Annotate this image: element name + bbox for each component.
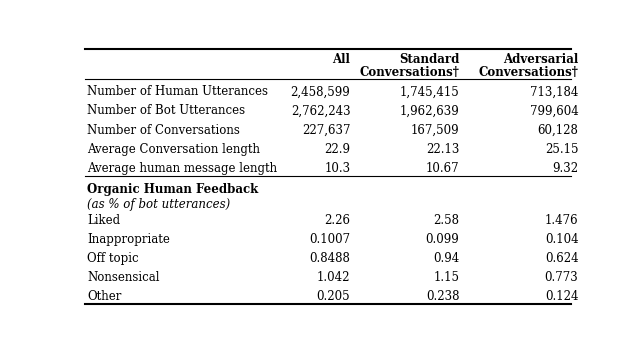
Text: 2,762,243: 2,762,243 — [291, 105, 350, 118]
Text: 0.8488: 0.8488 — [310, 252, 350, 265]
Text: 22.13: 22.13 — [426, 143, 460, 155]
Text: 1.15: 1.15 — [433, 271, 460, 284]
Text: Average human message length: Average human message length — [88, 162, 278, 175]
Text: 22.9: 22.9 — [324, 143, 350, 155]
Text: 713,184: 713,184 — [530, 85, 579, 98]
Text: 0.124: 0.124 — [545, 290, 579, 303]
Text: 9.32: 9.32 — [552, 162, 579, 175]
Text: 1.042: 1.042 — [317, 271, 350, 284]
Text: 0.238: 0.238 — [426, 290, 460, 303]
Text: Number of Human Utterances: Number of Human Utterances — [88, 85, 268, 98]
Text: 25.15: 25.15 — [545, 143, 579, 155]
Text: 0.624: 0.624 — [545, 252, 579, 265]
Text: 1.476: 1.476 — [545, 214, 579, 227]
Text: All: All — [332, 53, 350, 66]
Text: 0.773: 0.773 — [545, 271, 579, 284]
Text: Other: Other — [88, 290, 122, 303]
Text: Inappropriate: Inappropriate — [88, 233, 170, 246]
Text: 60,128: 60,128 — [538, 123, 579, 137]
Text: 0.104: 0.104 — [545, 233, 579, 246]
Text: Off topic: Off topic — [88, 252, 139, 265]
Text: (as % of bot utterances): (as % of bot utterances) — [88, 198, 230, 211]
Text: Organic Human Feedback: Organic Human Feedback — [88, 183, 259, 196]
Text: Standard: Standard — [399, 53, 460, 66]
Text: 2,458,599: 2,458,599 — [291, 85, 350, 98]
Text: Conversations†: Conversations† — [479, 66, 579, 78]
Text: 799,604: 799,604 — [530, 105, 579, 118]
Text: 0.205: 0.205 — [317, 290, 350, 303]
Text: Average Conversation length: Average Conversation length — [88, 143, 260, 155]
Text: Conversations†: Conversations† — [360, 66, 460, 78]
Text: 0.1007: 0.1007 — [309, 233, 350, 246]
Text: Adversarial: Adversarial — [503, 53, 579, 66]
Text: Nonsensical: Nonsensical — [88, 271, 160, 284]
Text: 10.67: 10.67 — [426, 162, 460, 175]
Text: Number of Conversations: Number of Conversations — [88, 123, 240, 137]
Text: 1,745,415: 1,745,415 — [400, 85, 460, 98]
Text: 2.58: 2.58 — [433, 214, 460, 227]
Text: Liked: Liked — [88, 214, 120, 227]
Text: 0.099: 0.099 — [426, 233, 460, 246]
Text: 10.3: 10.3 — [324, 162, 350, 175]
Text: 167,509: 167,509 — [411, 123, 460, 137]
Text: Number of Bot Utterances: Number of Bot Utterances — [88, 105, 246, 118]
Text: 227,637: 227,637 — [302, 123, 350, 137]
Text: 1,962,639: 1,962,639 — [400, 105, 460, 118]
Text: 2.26: 2.26 — [324, 214, 350, 227]
Text: 0.94: 0.94 — [433, 252, 460, 265]
